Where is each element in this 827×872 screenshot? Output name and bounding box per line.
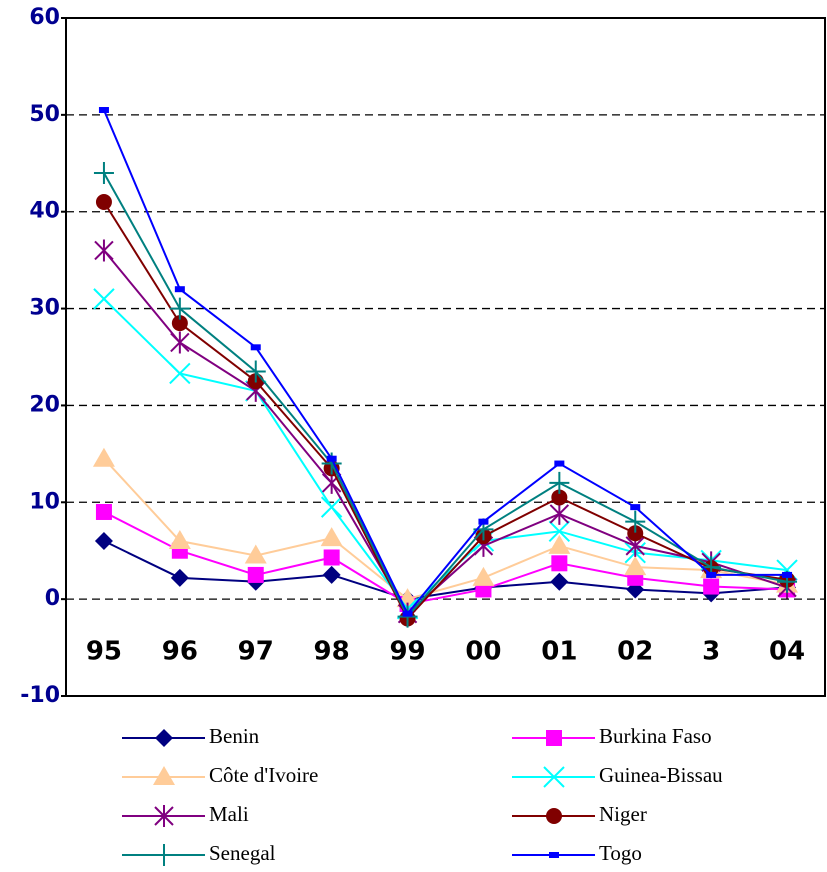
series-line [103, 249, 788, 616]
marker [95, 194, 112, 211]
x-tick-label: 98 [314, 637, 350, 667]
marker [93, 161, 114, 184]
x-tick-label: 04 [769, 637, 805, 667]
marker [168, 530, 191, 550]
series-line [103, 298, 788, 611]
plot-frame [65, 17, 826, 697]
legend-marker [543, 766, 565, 788]
y-tick-label: -10 [20, 683, 60, 708]
marker [245, 360, 266, 383]
series [95, 194, 796, 627]
marker [323, 549, 340, 566]
y-tick-label: 20 [29, 392, 60, 417]
marker [92, 447, 115, 467]
marker [549, 502, 570, 525]
legend-label: Guinea-Bissau [599, 763, 723, 787]
marker [472, 566, 495, 586]
x-tick-label: 00 [465, 637, 501, 667]
marker [98, 107, 109, 114]
marker [551, 555, 568, 572]
legend-marker [546, 808, 562, 824]
series-line [103, 540, 788, 601]
marker [170, 331, 190, 354]
series-line [103, 172, 788, 619]
x-tick-label: 97 [238, 637, 274, 667]
legend-label: Senegal [209, 841, 276, 865]
marker [627, 525, 644, 542]
legend-label: Côte d'Ivoire [209, 763, 318, 787]
marker [706, 571, 717, 578]
legend-marker [153, 766, 175, 785]
legend-label: Togo [599, 841, 642, 865]
marker [322, 565, 341, 584]
series-line [103, 458, 788, 601]
x-tick-label: 96 [162, 637, 198, 667]
series [92, 447, 799, 608]
series-line [103, 511, 788, 606]
marker [549, 471, 570, 494]
y-tick-label: 30 [29, 296, 60, 321]
marker [94, 239, 114, 262]
marker [95, 503, 112, 520]
marker [326, 455, 337, 462]
legend-marker [154, 805, 174, 827]
legend-label: Burkina Faso [599, 724, 712, 748]
marker [703, 578, 720, 595]
legend-label: Niger [599, 802, 647, 826]
marker [93, 288, 115, 310]
x-tick-label: 3 [702, 637, 720, 667]
y-tick-label: 60 [29, 5, 60, 30]
series-line [103, 201, 788, 621]
marker [630, 504, 641, 511]
marker [247, 566, 264, 583]
marker [169, 362, 191, 385]
legend-label: Mali [209, 802, 249, 826]
marker [551, 489, 568, 506]
marker [174, 286, 185, 293]
x-tick-label: 02 [617, 637, 653, 667]
marker [402, 610, 413, 617]
marker [548, 520, 571, 543]
y-tick-label: 10 [29, 489, 60, 514]
marker [548, 534, 571, 554]
y-tick-label: 50 [29, 102, 60, 127]
y-tick-label: 40 [29, 199, 60, 224]
marker [250, 344, 261, 351]
marker [320, 527, 343, 547]
y-tick-label: 0 [45, 586, 60, 611]
marker [550, 572, 569, 591]
series [98, 107, 793, 617]
legend-label: Benin [209, 724, 260, 748]
marker [624, 556, 647, 576]
marker [94, 532, 113, 551]
x-tick-label: 95 [86, 637, 122, 667]
marker [320, 496, 343, 518]
legend-marker [154, 844, 174, 866]
x-tick-label: 99 [389, 637, 425, 667]
marker [171, 315, 188, 332]
legend-marker [155, 729, 173, 747]
marker [244, 544, 267, 564]
marker [169, 297, 190, 320]
marker [478, 518, 489, 525]
marker [170, 568, 189, 587]
legend-marker [549, 852, 559, 858]
series-line [103, 109, 788, 616]
marker [554, 460, 565, 467]
marker [625, 510, 646, 533]
x-tick-label: 01 [541, 637, 577, 667]
legend-marker [546, 730, 562, 746]
marker [782, 571, 793, 578]
